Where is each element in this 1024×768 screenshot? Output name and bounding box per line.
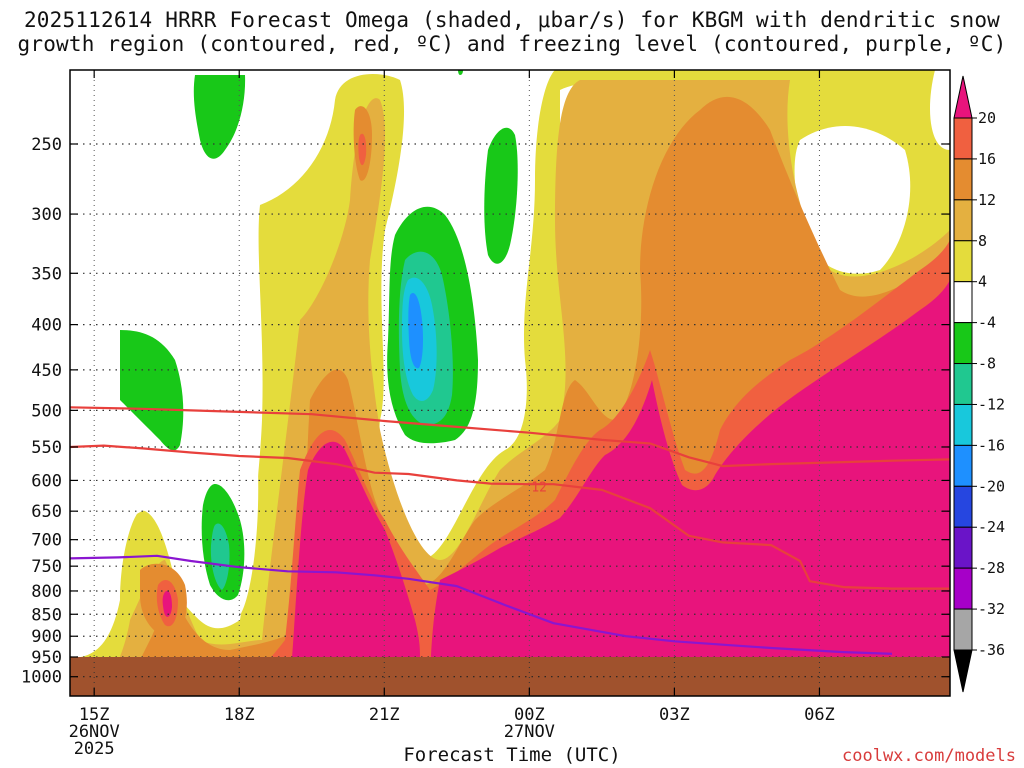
- colorbar-label: 16: [978, 150, 996, 168]
- colorbar-label: -4: [978, 314, 996, 332]
- y-tick-label: 650: [31, 502, 62, 522]
- y-tick-label: 1000: [21, 668, 62, 688]
- colorbar-label: -16: [978, 436, 1005, 454]
- x-tick-label: 18Z: [224, 705, 255, 725]
- y-tick-label: 300: [31, 205, 62, 225]
- colorbar-swatch: [953, 485, 973, 528]
- colorbar-swatch: [953, 608, 973, 651]
- y-tick-label: 400: [31, 316, 62, 336]
- x-tick-date: 27NOV: [504, 722, 555, 742]
- colorbar-swatch: [953, 158, 973, 201]
- colorbar-label: -8: [978, 355, 996, 373]
- colorbar-swatch: [953, 363, 973, 405]
- omega-shade-minus12-minus8-region: [210, 523, 230, 590]
- colorbar-swatch: [953, 199, 973, 242]
- below-ground-shading: [70, 657, 950, 696]
- colorbar-extend-low: [953, 649, 973, 693]
- omega-shade-minus8-minus4-region: [458, 70, 463, 75]
- colorbar-label: 4: [978, 273, 987, 291]
- x-tick-label: 00Z: [514, 705, 545, 725]
- x-tick-date: 26NOV: [69, 722, 120, 742]
- y-tick-label: 950: [31, 648, 62, 668]
- dendritic-contour-12: [70, 406, 950, 468]
- colorbar-label: -12: [978, 395, 1005, 413]
- x-tick-label: 21Z: [369, 705, 400, 725]
- omega-shade-minus8-minus4-region: [193, 75, 246, 159]
- y-tick-label: 450: [31, 361, 62, 381]
- x-axis-label: Forecast Time (UTC): [403, 744, 621, 766]
- y-tick-label: 750: [31, 557, 62, 577]
- y-tick-label: 550: [31, 438, 62, 458]
- y-tick-label: 600: [31, 471, 62, 491]
- plot-frame: [69, 69, 951, 697]
- colorbar-swatch: [953, 322, 973, 365]
- colorbar-label: -20: [978, 477, 1005, 495]
- y-tick-label: 850: [31, 605, 62, 625]
- y-tick-label: 250: [31, 135, 62, 155]
- colorbar-swatch: [953, 240, 973, 283]
- omega-shade-minus8-minus4-region: [120, 330, 184, 451]
- x-tick-label: 15Z: [79, 705, 110, 725]
- colorbar-label: -24: [978, 518, 1005, 536]
- colorbar-swatch: [953, 444, 973, 487]
- x-tick-year: 2025: [74, 739, 115, 759]
- y-tick-label: 800: [31, 582, 62, 602]
- colorbar-label: 20: [978, 109, 996, 127]
- omega-shade-minus8-minus4-region: [484, 127, 518, 264]
- colorbar-swatch: [953, 526, 973, 569]
- colorbar-swatch: [953, 567, 973, 610]
- chart-title-line-2: growth region (contoured, red, ºC) and f…: [17, 32, 1007, 56]
- x-tick-label: 06Z: [804, 705, 835, 725]
- dendritic-contour-18: [70, 444, 950, 590]
- omega-shade-neutral-region: [794, 126, 911, 274]
- y-tick-label: 900: [31, 627, 62, 647]
- source-credit[interactable]: coolwx.com/models: [842, 746, 1016, 766]
- colorbar-label: 12: [978, 191, 996, 209]
- omega-shade-over-20-region: [430, 280, 950, 696]
- colorbar-swatch: [953, 403, 973, 446]
- omega-shade-minus20-minus16-region: [408, 292, 423, 369]
- omega-shade-over-20-region: [162, 590, 172, 617]
- y-tick-label: 350: [31, 264, 62, 284]
- x-tick-label: 03Z: [659, 705, 690, 725]
- contour-label: 12: [531, 481, 547, 496]
- chart-title-line-1: 2025112614 HRRR Forecast Omega (shaded, …: [23, 8, 1001, 32]
- freezing-level-contour: [70, 554, 893, 655]
- colorbar-label: 8: [978, 232, 987, 250]
- colorbar-label: -32: [978, 600, 1005, 618]
- y-tick-label: 700: [31, 531, 62, 551]
- y-tick-label: 500: [31, 401, 62, 421]
- colorbar-label: -28: [978, 559, 1005, 577]
- colorbar-swatch: [953, 281, 973, 324]
- omega-shade-over-20-region: [292, 441, 420, 658]
- colorbar-label: -36: [978, 641, 1005, 659]
- colorbar-swatch: [953, 117, 973, 160]
- colorbar-extend-high: [953, 75, 973, 119]
- omega-shade-16-20-region: [358, 133, 367, 166]
